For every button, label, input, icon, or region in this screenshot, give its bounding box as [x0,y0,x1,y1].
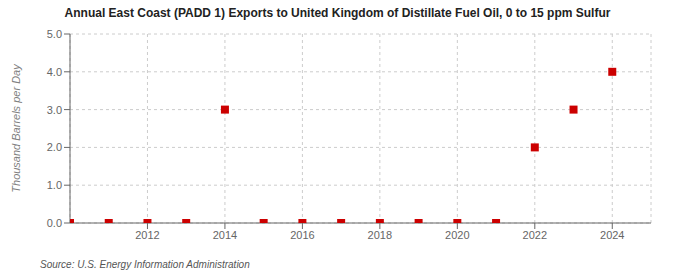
svg-text:0.0: 0.0 [47,217,62,229]
html-text:Annual East Coast (PADD 1) Exp: Annual East Coast (PADD 1) Exports to Un… [64,6,611,20]
svg-text:1.0: 1.0 [47,179,62,191]
html-text:Source: U.S. Energy Informatio: Source: U.S. Energy Information Administ… [40,259,250,270]
svg-text:2012: 2012 [135,229,159,241]
svg-text:2014: 2014 [213,229,237,241]
svg-text:Thousand Barrels per Day: Thousand Barrels per Day [10,63,22,193]
svg-text:2020: 2020 [445,229,469,241]
svg-text:2024: 2024 [600,229,624,241]
svg-text:2.0: 2.0 [47,141,62,153]
svg-text:2016: 2016 [290,229,314,241]
svg-text:5.0: 5.0 [47,28,62,40]
svg-text:2018: 2018 [368,229,392,241]
svg-text:3.0: 3.0 [47,104,62,116]
svg-text:2022: 2022 [523,229,547,241]
svg-text:4.0: 4.0 [47,66,62,78]
